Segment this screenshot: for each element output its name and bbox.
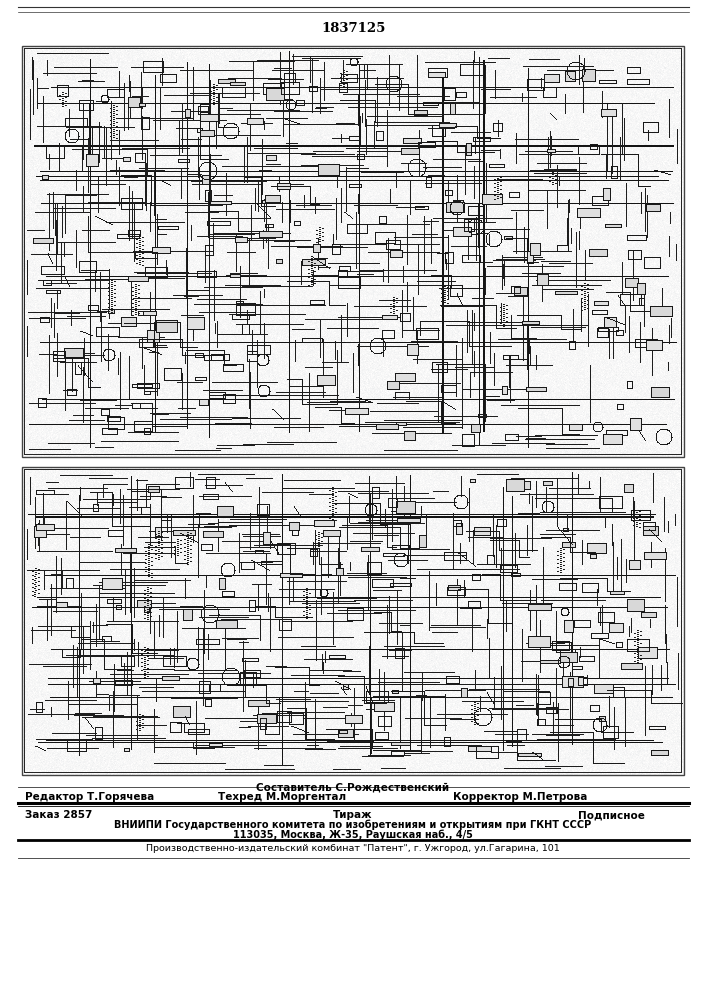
Text: ВНИИПИ Государственного комитета по изобретениям и открытиям при ГКНТ СССР: ВНИИПИ Государственного комитета по изоб… bbox=[115, 820, 592, 830]
Text: Редактор Т.Горячева: Редактор Т.Горячева bbox=[25, 792, 154, 802]
Text: Составитель С.Рождественский: Составитель С.Рождественский bbox=[257, 782, 450, 792]
Text: Техред М.Моргентал: Техред М.Моргентал bbox=[218, 792, 346, 802]
Text: 1837125: 1837125 bbox=[321, 22, 386, 35]
Text: Корректор М.Петрова: Корректор М.Петрова bbox=[453, 792, 588, 802]
Text: 113035, Москва, Ж-35, Раушская наб., 4/5: 113035, Москва, Ж-35, Раушская наб., 4/5 bbox=[233, 830, 473, 840]
Bar bbox=[22, 467, 684, 775]
Bar bbox=[22, 46, 684, 457]
Text: Заказ 2857: Заказ 2857 bbox=[25, 810, 93, 820]
Text: Подписное: Подписное bbox=[578, 810, 645, 820]
Text: Производственно-издательский комбинат "Патент", г. Ужгород, ул.Гагарина, 101: Производственно-издательский комбинат "П… bbox=[146, 844, 560, 853]
Text: Тираж: Тираж bbox=[333, 810, 373, 820]
